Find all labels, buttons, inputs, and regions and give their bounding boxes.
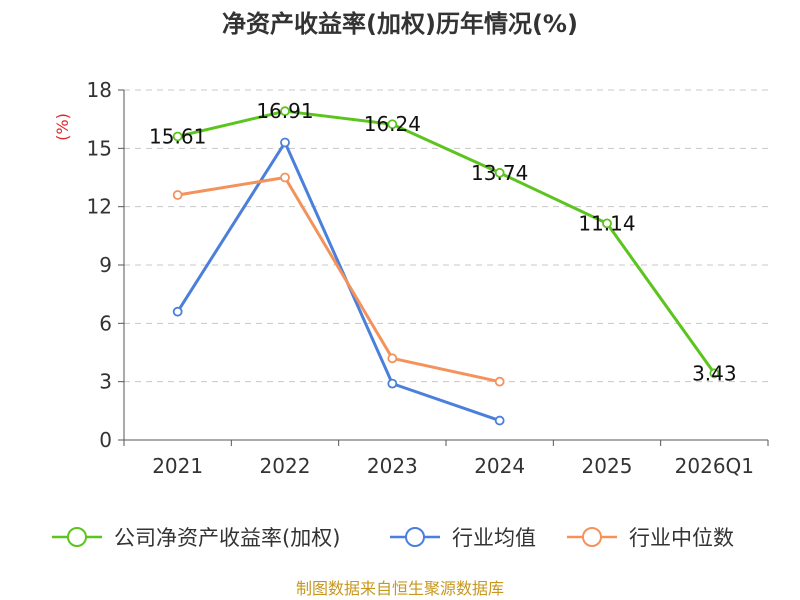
x-tick-label: 2026Q1 bbox=[675, 454, 754, 478]
source-note: 制图数据来自恒生聚源数据库 bbox=[296, 579, 504, 598]
y-tick-label: 18 bbox=[87, 78, 112, 102]
legend-label: 公司净资产收益率(加权) bbox=[114, 526, 340, 550]
data-point bbox=[172, 131, 183, 142]
data-label: 16.24 bbox=[364, 112, 421, 136]
legend-marker bbox=[67, 527, 87, 547]
x-tick-label: 2023 bbox=[367, 454, 418, 478]
series-line bbox=[176, 141, 501, 422]
series-line bbox=[177, 109, 716, 375]
x-tick-label: 2021 bbox=[152, 454, 203, 478]
y-tick-label: 15 bbox=[87, 136, 112, 160]
data-point bbox=[172, 306, 183, 317]
legend-marker bbox=[582, 527, 602, 547]
y-tick-label: 3 bbox=[99, 370, 112, 394]
grid-lines bbox=[124, 89, 768, 383]
y-tick-label: 0 bbox=[99, 428, 112, 452]
data-point bbox=[387, 353, 398, 364]
data-label: 16.91 bbox=[256, 99, 313, 123]
data-point bbox=[172, 190, 183, 200]
y-tick-label: 12 bbox=[87, 195, 112, 219]
data-point bbox=[494, 376, 505, 387]
data-labels: 15.61 16.91 16.24 13.74 11.14 3.43 bbox=[149, 99, 737, 385]
data-point bbox=[280, 137, 290, 148]
data-label: 13.74 bbox=[471, 161, 528, 185]
data-point bbox=[494, 167, 505, 178]
data-label: 3.43 bbox=[692, 361, 737, 385]
data-point bbox=[602, 218, 612, 229]
series-line bbox=[177, 176, 500, 384]
data-point bbox=[709, 368, 720, 379]
axes: 0 3 6 9 12 15 18 2021 2022 2023 2024 2025 2026Q1 bbox=[87, 78, 769, 478]
data-label: 15.61 bbox=[149, 124, 206, 148]
x-tick-label: 2025 bbox=[582, 454, 633, 478]
chart-title: 净资产收益率(加权)历年情况(%) bbox=[222, 10, 578, 38]
data-point bbox=[280, 172, 290, 183]
data-point bbox=[387, 119, 398, 130]
x-tick-label: 2022 bbox=[260, 454, 311, 478]
legend-marker bbox=[405, 527, 425, 547]
data-point bbox=[280, 106, 290, 117]
y-axis-label: (%) bbox=[53, 113, 72, 141]
data-label: 11.14 bbox=[578, 211, 635, 235]
data-point bbox=[494, 415, 505, 426]
legend-label: 行业均值 bbox=[452, 526, 536, 550]
legend: 公司净资产收益率(加权) 行业均值 行业中位数 bbox=[52, 526, 734, 550]
series-layer bbox=[172, 106, 720, 426]
x-tick-label: 2024 bbox=[474, 454, 525, 478]
legend-label: 行业中位数 bbox=[629, 526, 734, 550]
data-point bbox=[387, 378, 398, 389]
legend-item: 行业中位数 bbox=[567, 526, 734, 550]
y-tick-label: 6 bbox=[99, 311, 112, 335]
legend-item: 公司净资产收益率(加权) bbox=[52, 526, 340, 550]
y-tick-label: 9 bbox=[99, 253, 112, 277]
legend-item: 行业均值 bbox=[390, 526, 536, 550]
